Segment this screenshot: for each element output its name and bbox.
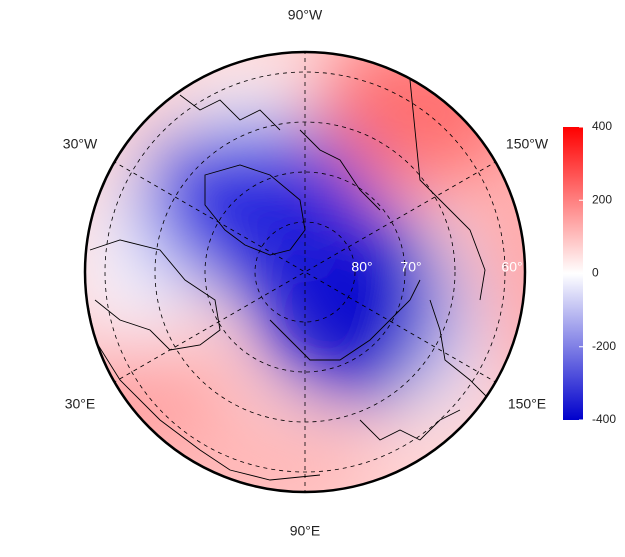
longitude-label: 30°W <box>63 136 98 152</box>
longitude-label: 30°E <box>65 396 96 412</box>
latitude-circle <box>104 71 506 473</box>
longitude-label: 150°W <box>506 136 549 152</box>
colorbar-tick-label: 0 <box>592 266 599 280</box>
longitude-label: 150°E <box>508 396 546 412</box>
field <box>85 52 525 492</box>
latitude-label: 60° <box>501 259 522 275</box>
colorbar-tick-label: 400 <box>592 119 612 133</box>
map-border <box>83 50 527 494</box>
colorbar-tick-label: -400 <box>592 412 616 426</box>
graticule <box>104 52 506 492</box>
colorbar <box>563 127 583 420</box>
latitude-label: 80° <box>351 259 372 275</box>
latitude-label: 70° <box>400 259 421 275</box>
colorbar-tick-label: -200 <box>592 339 616 353</box>
longitude-label: 90°E <box>290 523 321 539</box>
colorbar-tick-label: 200 <box>592 192 612 206</box>
longitude-label: 90°W <box>288 7 323 23</box>
latitude-circle <box>254 221 356 323</box>
latitude-circle <box>204 171 406 373</box>
